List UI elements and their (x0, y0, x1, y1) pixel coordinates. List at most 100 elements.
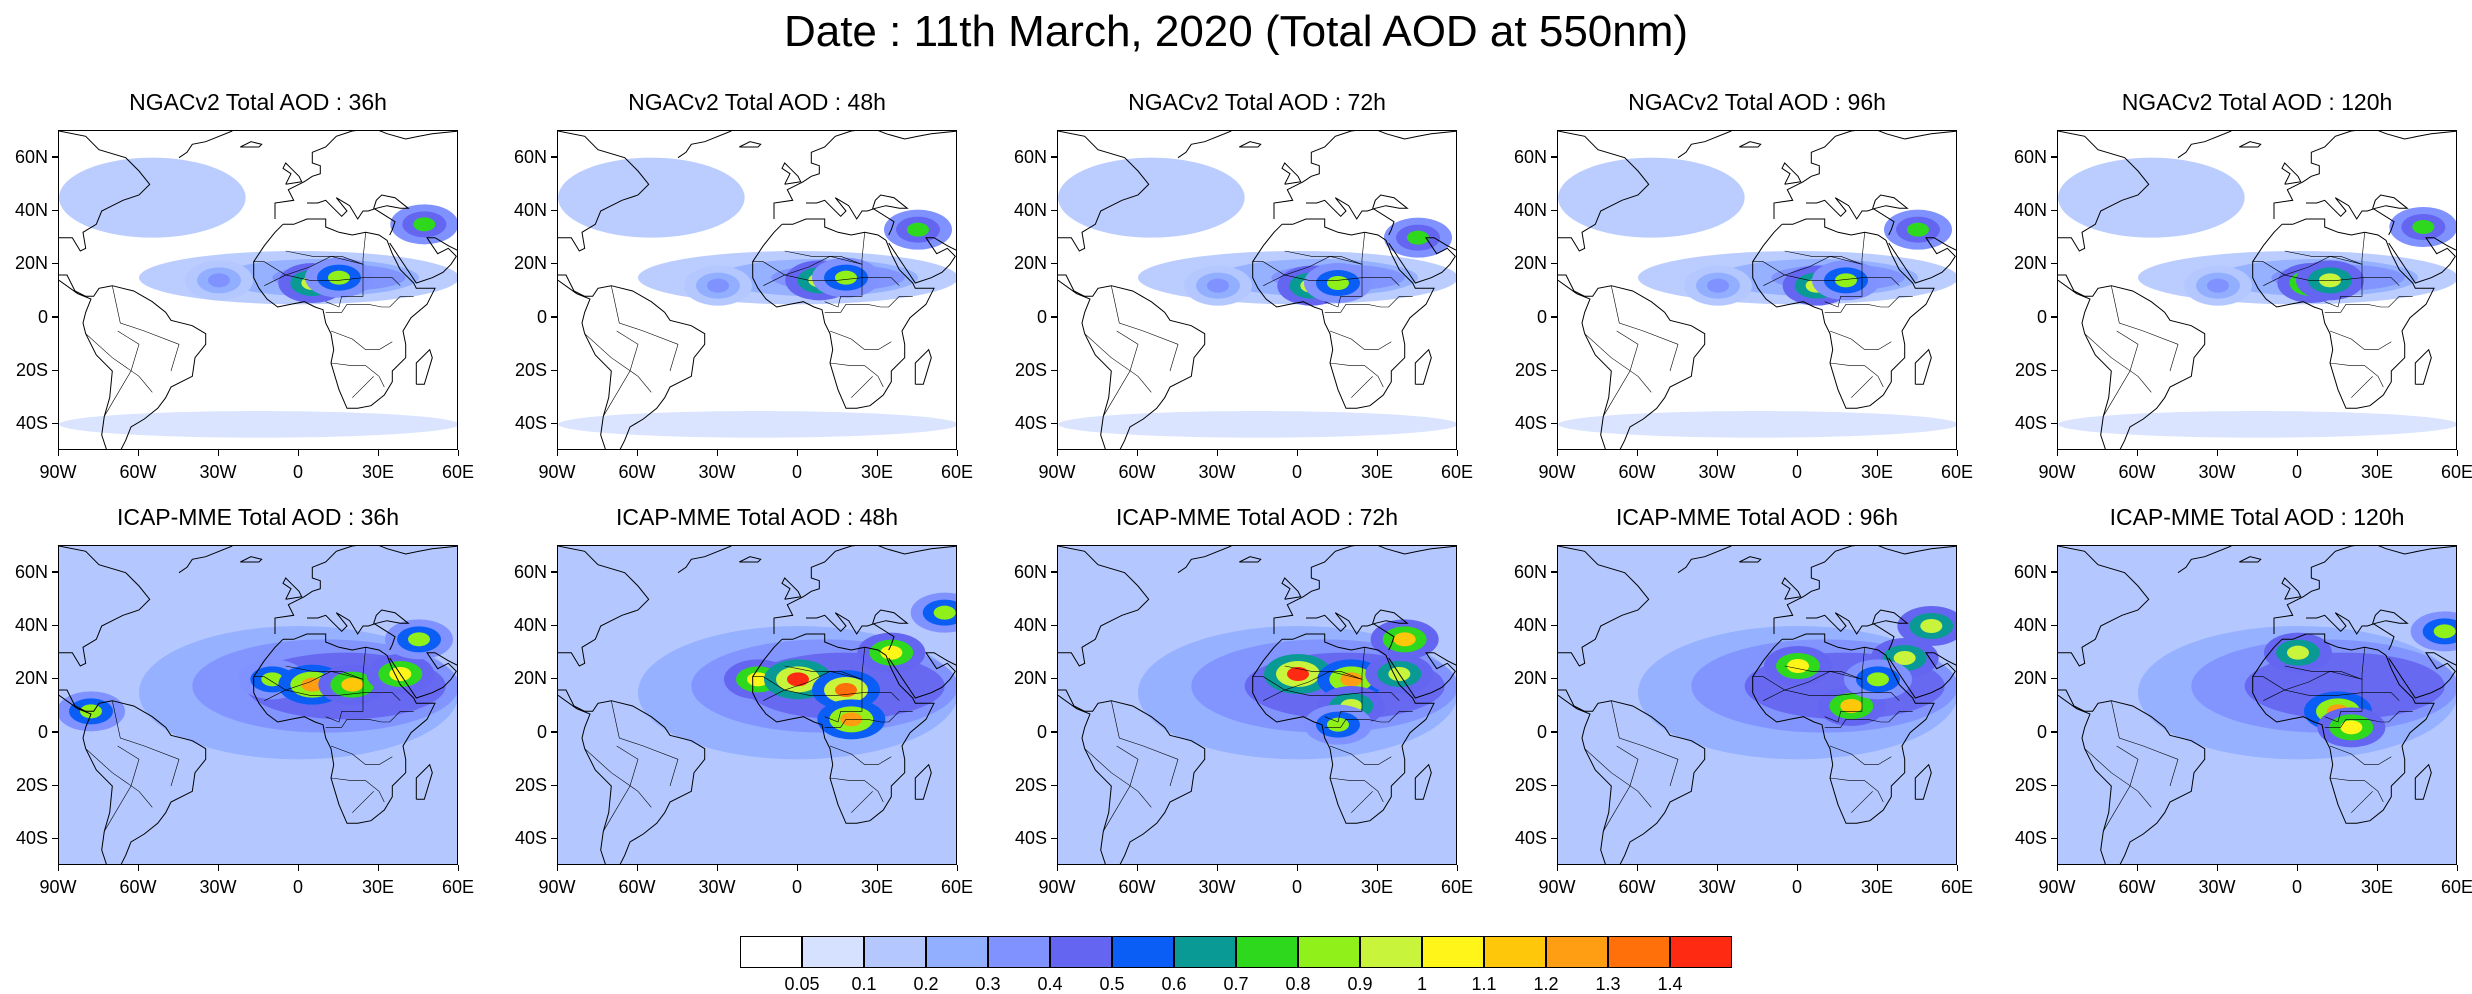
y-tick-label: 60N (1013, 561, 1047, 582)
country-border (253, 232, 366, 276)
coastline (253, 633, 436, 824)
x-tick (1376, 865, 1378, 871)
colorbar-swatch (802, 936, 864, 968)
y-tick-label: 40N (1513, 200, 1547, 220)
y-tick (1551, 262, 1557, 265)
country-border (763, 274, 900, 286)
aod-hotspot (2340, 720, 2363, 735)
x-tick-label: 30W (1198, 462, 1236, 482)
country-border (2324, 711, 2413, 728)
coastline (1781, 162, 1802, 185)
coastline (1414, 348, 1432, 385)
colorbar-swatch (1484, 936, 1546, 968)
y-tick-label: 40S (1514, 413, 1547, 434)
y-tick-label: 40S (1514, 828, 1547, 849)
coastline (806, 609, 909, 651)
x-tick-label: 90W (39, 462, 77, 482)
country-border (330, 362, 385, 388)
y-tick-label: 60N (2013, 146, 2047, 167)
x-tick (1716, 865, 1718, 871)
aod-hotspot (2412, 220, 2435, 234)
aod-band (2058, 157, 2245, 238)
y-tick-label: 0 (536, 306, 547, 327)
x-tick (2136, 865, 2138, 871)
coastline (1806, 609, 1909, 651)
y-tick (1551, 784, 1557, 786)
x-tick (956, 450, 958, 456)
map-panel: ICAP-MME Total AOD : 72h 60N 40N 20N 0 20S 40S… (1014, 504, 1473, 945)
y-tick-label: 20S (15, 775, 48, 795)
coastline (1558, 131, 1650, 252)
x-tick (1456, 865, 1458, 871)
coastline (389, 237, 457, 284)
coastline (2273, 131, 2456, 219)
y-tick-label: 40S (15, 828, 48, 849)
country-border (1829, 330, 1892, 350)
x-tick-label: 60W (618, 877, 656, 897)
y-tick-label: 60N (1513, 561, 1547, 582)
x-tick (716, 450, 718, 456)
aod-map (1057, 545, 1457, 865)
coastline (677, 131, 732, 159)
aod-band (1058, 411, 1456, 438)
y-tick-label: 0 (1036, 721, 1047, 742)
y-tick-label: 0 (2036, 721, 2047, 742)
country-border (1763, 689, 1900, 701)
panel-title: NGACv2 Total AOD : 36h (129, 89, 387, 115)
y-tick (1551, 156, 1557, 158)
colorbar-swatch (988, 936, 1050, 968)
aod-map (1557, 545, 1957, 865)
country-border (784, 250, 863, 308)
x-tick (876, 865, 878, 871)
country-border (2284, 250, 2363, 308)
coastline (415, 763, 433, 800)
y-tick-label: 0 (1036, 306, 1047, 327)
panel-title: ICAP-MME Total AOD : 72h (1115, 504, 1399, 530)
country-border (330, 330, 393, 350)
colorbar-label: 1.2 (1533, 974, 1559, 994)
aod-hotspot (835, 270, 857, 285)
x-tick (2216, 865, 2218, 871)
country-border (2329, 777, 2384, 803)
country-border (330, 777, 385, 803)
x-tick (1556, 865, 1558, 871)
colorbar-label: 0.9 (1347, 974, 1373, 994)
aod-map (1557, 130, 1957, 450)
colorbar-label: 0.05 (784, 974, 820, 994)
y-tick-label: 20N (1013, 253, 1047, 274)
x-tick-label: 60W (119, 462, 157, 482)
x-tick-label: 0 (292, 877, 303, 897)
colorbar-label: 0.7 (1223, 974, 1249, 994)
coastline (274, 131, 457, 219)
aod-hotspot (707, 278, 729, 293)
aod-hotspot (1407, 230, 1429, 245)
country-border (2252, 647, 2365, 691)
coastline (1388, 652, 1456, 699)
x-tick (217, 865, 219, 871)
country-border (1784, 250, 1863, 308)
x-tick-label: 60W (119, 877, 157, 897)
coastline (2388, 237, 2456, 284)
coastline (1558, 689, 1706, 864)
country-border (1329, 330, 1392, 350)
country-border (285, 665, 364, 723)
country-border (1784, 665, 1863, 723)
country-border (1324, 296, 1413, 313)
coastline (2414, 763, 2432, 800)
x-tick-label: 30W (1698, 462, 1736, 482)
country-border (1752, 232, 1865, 276)
x-tick (57, 865, 59, 871)
aod-field (1558, 131, 1956, 449)
coastline (2058, 689, 2206, 864)
coastline (1281, 162, 1302, 185)
coastline (1273, 546, 1456, 634)
coastline (1677, 546, 1732, 574)
x-tick (1136, 865, 1138, 871)
x-tick (297, 865, 299, 871)
country-border (1603, 745, 1639, 832)
aod-map (557, 130, 957, 450)
y-tick-label: 60N (14, 146, 48, 167)
x-tick (956, 865, 958, 871)
country-border (2284, 665, 2363, 723)
x-tick (2456, 450, 2458, 456)
